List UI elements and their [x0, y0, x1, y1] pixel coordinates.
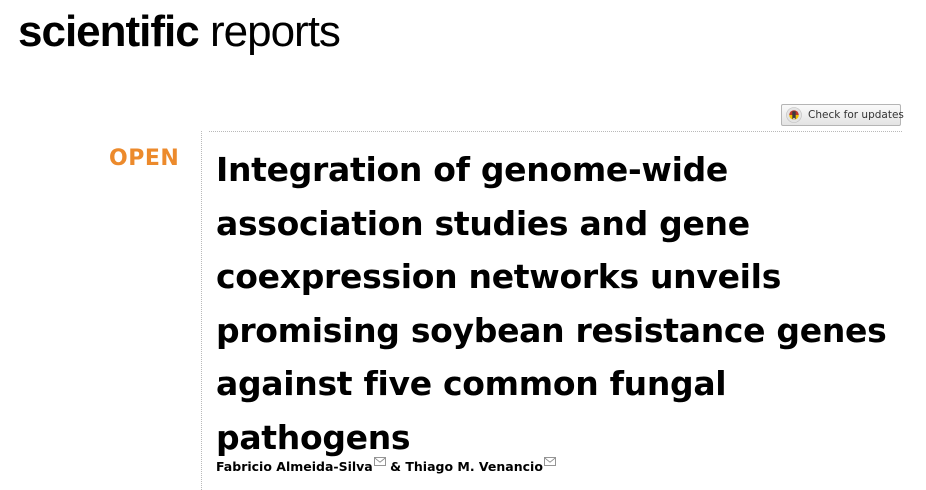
- header-divider: [209, 131, 902, 132]
- author-name: Fabricio Almeida-Silva: [216, 459, 373, 474]
- journal-name-bold: scientific: [18, 7, 200, 56]
- check-for-updates-button[interactable]: Check for updates: [781, 104, 904, 126]
- author-name: Thiago M. Venancio: [405, 459, 543, 474]
- title-column-divider: [201, 131, 202, 490]
- author-list: Fabricio Almeida-Silva & Thiago M. Venan…: [216, 457, 556, 477]
- article-title: Integration of genome-wide association s…: [216, 150, 887, 457]
- journal-title: scientific reports: [18, 4, 341, 60]
- crossmark-icon: [786, 107, 802, 123]
- envelope-icon[interactable]: [373, 457, 386, 466]
- journal-name-light: reports: [198, 7, 341, 56]
- check-for-updates-label: Check for updates: [808, 109, 904, 121]
- open-access-badge: OPEN: [109, 146, 180, 171]
- envelope-icon[interactable]: [543, 457, 556, 466]
- author-separator: &: [385, 459, 406, 474]
